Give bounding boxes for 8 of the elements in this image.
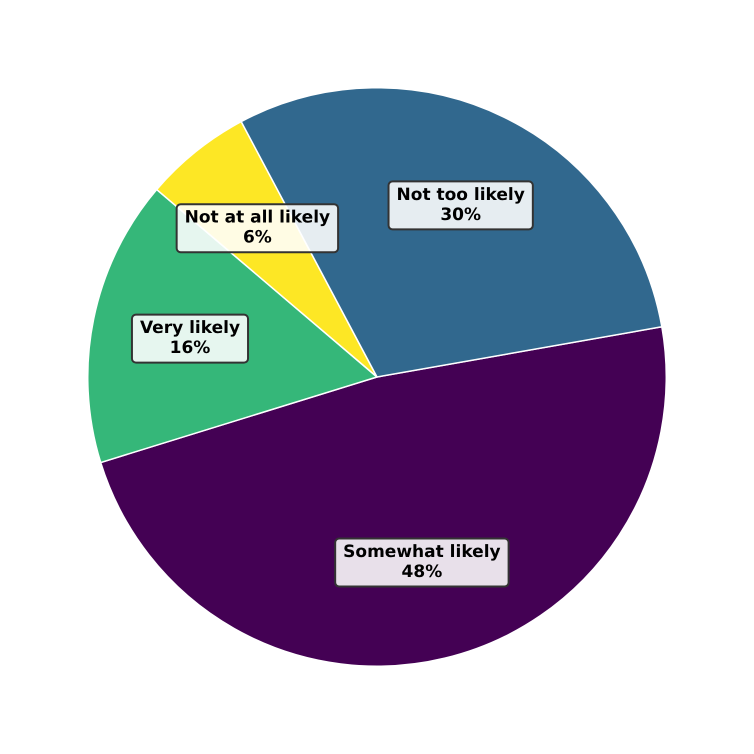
data-label: 48% [402,562,442,582]
slice-label: Not at all likely [184,208,330,228]
data-label: 30% [440,204,482,225]
slice-label: Very likely [140,318,240,338]
data-label: 6% [242,228,272,248]
slice-label: Not too likely [396,184,525,205]
data-label: 16% [170,338,210,358]
slice-label: Somewhat likely [343,542,501,562]
